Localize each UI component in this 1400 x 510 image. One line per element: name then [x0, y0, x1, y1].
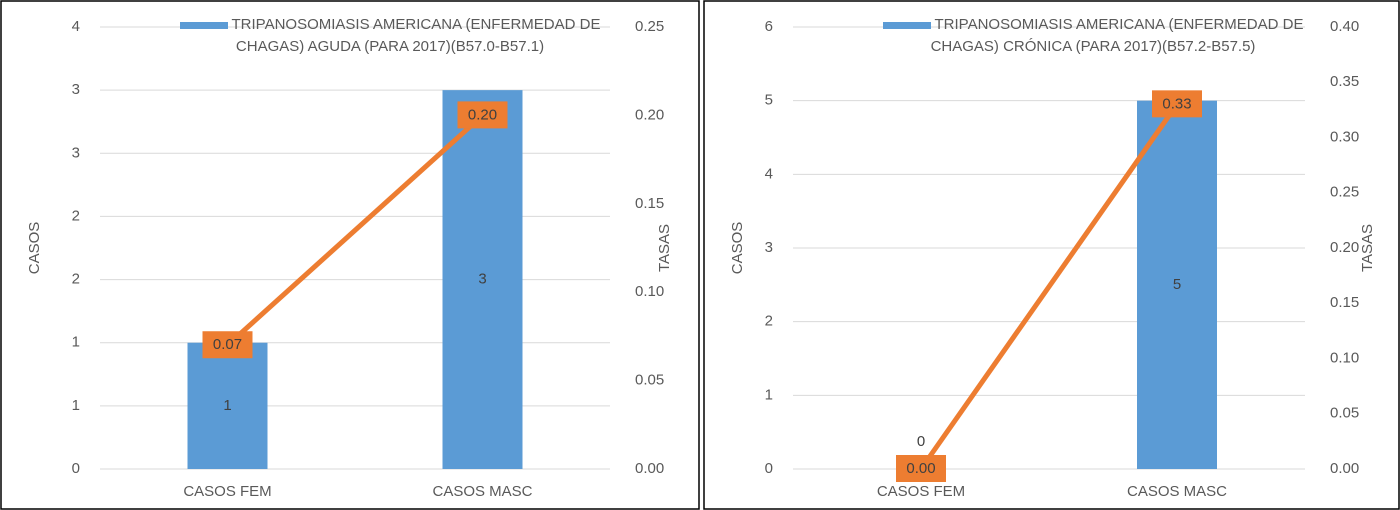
y2-tick-label: 0.35 [1330, 73, 1359, 90]
bar [1137, 100, 1217, 470]
y2-tick-label: 0.05 [635, 372, 664, 389]
y2-tick-label: 0.10 [1330, 349, 1359, 366]
panel-border [703, 0, 1400, 510]
y2-axis-label: TASAS [656, 224, 673, 272]
x-tick-label: CASOS MASC [1127, 483, 1227, 500]
y-tick-label: 3 [72, 144, 80, 161]
legend-swatch [179, 21, 228, 29]
legend-entry: TRIPANOSOMIASIS AMERICANA (ENFERMEDAD DE… [150, 14, 630, 58]
y-axis-label: CASOS [729, 222, 746, 275]
line [918, 102, 1180, 471]
y2-tick-label: 0.40 [1330, 18, 1359, 35]
y2-tick-label: 0.00 [1330, 460, 1359, 477]
y2-tick-label: 0.10 [635, 283, 664, 300]
line-value-label: 0.33 [1162, 95, 1191, 112]
legend: TRIPANOSOMIASIS AMERICANA (ENFERMEDAD DE… [853, 14, 1333, 58]
bar-value-label: 0 [917, 433, 925, 450]
line-label-box [896, 455, 946, 482]
panel-border [0, 0, 700, 510]
y-tick-label: 1 [72, 334, 80, 351]
y2-tick-label: 0.05 [1330, 405, 1359, 422]
y-tick-label: 0 [72, 460, 80, 477]
y-tick-label: 1 [72, 397, 80, 414]
line [225, 113, 485, 348]
y-tick-label: 6 [765, 18, 773, 35]
bar [187, 342, 268, 469]
y2-tick-label: 0.00 [635, 460, 664, 477]
y-tick-label: 0 [765, 460, 773, 477]
bar-value-label: 1 [223, 397, 231, 414]
y-tick-label: 2 [765, 313, 773, 330]
line-label-box [202, 331, 253, 359]
legend-label: TRIPANOSOMIASIS AMERICANA (ENFERMEDAD DE… [930, 16, 1304, 55]
legend-swatch [882, 21, 931, 29]
legend: TRIPANOSOMIASIS AMERICANA (ENFERMEDAD DE… [150, 14, 630, 58]
y2-tick-label: 0.15 [1330, 294, 1359, 311]
x-tick-label: CASOS MASC [432, 483, 532, 500]
y-tick-label: 2 [72, 207, 80, 224]
y2-tick-label: 0.20 [1330, 239, 1359, 256]
y2-tick-label: 0.25 [635, 18, 664, 35]
x-tick-label: CASOS FEM [877, 483, 965, 500]
y-tick-label: 2 [72, 271, 80, 288]
y-tick-label: 3 [72, 81, 80, 98]
y2-tick-label: 0.25 [1330, 184, 1359, 201]
y-tick-label: 4 [765, 165, 773, 182]
line-value-label: 0.20 [468, 106, 497, 123]
line-label-box [1152, 90, 1202, 118]
y2-tick-label: 0.30 [1330, 128, 1359, 145]
y-tick-label: 4 [72, 18, 80, 35]
line-value-label: 0.07 [213, 336, 242, 353]
legend-entry: TRIPANOSOMIASIS AMERICANA (ENFERMEDAD DE… [853, 14, 1333, 58]
bar [442, 90, 523, 470]
y-tick-label: 5 [765, 92, 773, 109]
line-value-label: 0.00 [906, 460, 935, 477]
y-axis-label: CASOS [26, 222, 43, 275]
x-tick-label: CASOS FEM [183, 483, 271, 500]
y2-tick-label: 0.20 [635, 106, 664, 123]
y2-tick-label: 0.15 [635, 195, 664, 212]
legend-label: TRIPANOSOMIASIS AMERICANA (ENFERMEDAD DE… [231, 16, 601, 55]
bar-value-label: 5 [1173, 276, 1181, 293]
y-tick-label: 1 [765, 386, 773, 403]
line-label-box [457, 101, 508, 129]
y2-axis-label: TASAS [1359, 224, 1376, 272]
y-tick-label: 3 [765, 239, 773, 256]
bar-value-label: 3 [478, 271, 486, 288]
